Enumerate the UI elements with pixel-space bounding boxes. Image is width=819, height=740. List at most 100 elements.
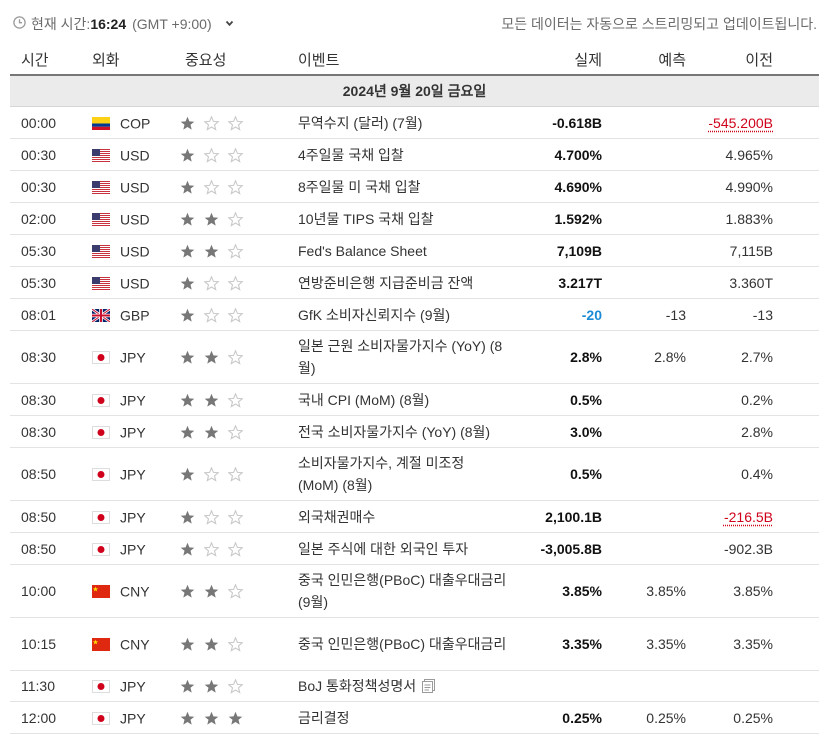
event-row[interactable]: 00:30 USD 4주일물 국채 입찰 4.700% 4.965% [10,138,819,171]
event-name[interactable]: 일본 근원 소비자물가지수 (YoY) (8월) [298,338,503,376]
column-header-time[interactable]: 시간 [10,44,92,76]
star-filled-icon [180,468,195,481]
event-row[interactable]: 08:30 JPY 전국 소비자물가지수 (YoY) (8월) 3.0% 2.8% [10,415,819,448]
document-icon[interactable] [422,679,436,693]
actual-cell: -3,005.8B [508,532,602,565]
event-row[interactable]: 08:50 JPY 소비자물가지수, 계절 미조정 (MoM) (8월) 0.5% 0.… [10,447,819,501]
event-name-cell[interactable]: 국내 CPI (MoM) (8월) [286,383,508,416]
previous-value: 4.965% [725,146,773,163]
event-name-cell[interactable]: 중국 인민은행(PBoC) 대출우대금리 (9월) [286,564,508,618]
event-row[interactable]: 00:00 COP 무역수지 (달러) (7월) -0.618B -545.200B [10,106,819,139]
event-name[interactable]: BoJ 통화정책성명서 [298,678,417,694]
event-row[interactable]: 08:50 JPY 일본 주식에 대한 외국인 투자 -3,005.8B -902.3B [10,532,819,565]
previous-cell [686,670,819,702]
event-name[interactable]: 전국 소비자물가지수 (YoY) (8월) [298,423,491,440]
event-row[interactable]: 00:30 USD 8주일물 미 국채 입찰 4.690% 4.990% [10,170,819,203]
previous-cell: 3.35% [686,617,819,671]
event-currency: USD [92,234,174,267]
actual-value: 4.690% [554,178,602,195]
event-row[interactable]: 02:00 USD 10년물 TIPS 국채 입찰 1.592% 1.883% [10,202,819,235]
event-name[interactable]: 외국채권매수 [298,508,376,525]
event-currency: JPY [92,383,174,416]
event-row[interactable]: 10:00 CNY 중국 인민은행(PBoC) 대출우대금리 (9월) 3.85% 3.… [10,564,819,618]
column-header-currency[interactable]: 외화 [92,44,174,76]
star-filled-icon [204,351,219,364]
column-header-actual[interactable]: 실제 [508,44,602,76]
event-row[interactable]: 08:01 GBP GfK 소비자신뢰지수 (9월) -20 -13 -13 [10,298,819,331]
star-empty-icon [228,392,243,408]
event-name[interactable]: GfK 소비자신뢰지수 (9월) [298,306,451,323]
event-name[interactable]: 소비자물가지수, 계절 미조정 (MoM) (8월) [298,455,465,493]
event-row[interactable]: 05:30 USD Fed's Balance Sheet 7,109B 7,115B [10,234,819,267]
event-name-cell[interactable]: 소비자물가지수, 계절 미조정 (MoM) (8월) [286,447,508,501]
event-name[interactable]: 연방준비은행 지급준비금 잔액 [298,274,474,291]
event-name-cell[interactable]: 금리결정 [286,701,508,734]
event-name[interactable]: 중국 인민은행(PBoC) 대출우대금리 [298,636,507,652]
previous-value: -545.200B [708,114,773,131]
event-name-cell[interactable]: 외국채권매수 [286,500,508,533]
date-row: 2024년 9월 20일 금요일 [10,75,819,107]
star-filled-icon [180,244,195,258]
event-name[interactable]: 금리결정 [298,709,350,726]
event-name-cell[interactable]: 무역수지 (달러) (7월) [286,106,508,139]
event-row[interactable]: 08:30 JPY 일본 근원 소비자물가지수 (YoY) (8월) 2.8% 2.8%… [10,330,819,384]
event-name-cell[interactable]: GfK 소비자신뢰지수 (9월) [286,298,508,331]
event-row[interactable]: 05:30 USD 연방준비은행 지급준비금 잔액 3.217T 3.360T [10,266,819,299]
actual-cell: -20 [508,298,602,331]
event-name[interactable]: 8주일물 미 국채 입찰 [298,178,421,195]
event-name-cell[interactable]: 전국 소비자물가지수 (YoY) (8월) [286,415,508,448]
event-name[interactable]: 4주일물 국채 입찰 [298,146,404,163]
event-currency: JPY [92,415,174,448]
chevron-down-icon[interactable] [225,19,234,28]
currency-code: JPY [120,509,146,526]
event-name[interactable]: 10년물 TIPS 국채 입찰 [298,210,434,227]
column-header-importance[interactable]: 중요성 [174,44,286,76]
column-header-event[interactable]: 이벤트 [286,44,508,76]
event-name[interactable]: 무역수지 (달러) (7월) [298,114,423,131]
actual-cell [508,670,602,702]
event-name-cell[interactable]: 4주일물 국채 입찰 [286,138,508,171]
timezone-selector[interactable]: (GMT +9:00) [132,16,212,32]
event-currency: CNY [92,564,174,618]
event-name-cell[interactable]: 10년물 TIPS 국채 입찰 [286,202,508,235]
table-header-row: 시간 외화 중요성 이벤트 실제 예측 이전 [10,44,819,76]
event-row[interactable]: 10:15 CNY 중국 인민은행(PBoC) 대출우대금리 3.35% 3.35% 3.… [10,617,819,671]
forecast-cell [602,202,686,235]
event-name-cell[interactable]: 연방준비은행 지급준비금 잔액 [286,266,508,299]
event-name-cell[interactable]: 일본 근원 소비자물가지수 (YoY) (8월) [286,330,508,384]
event-name[interactable]: Fed's Balance Sheet [298,242,427,259]
event-name[interactable]: 중국 인민은행(PBoC) 대출우대금리 (9월) [298,572,507,610]
previous-cell: 4.965% [686,138,819,171]
event-name[interactable]: 국내 CPI (MoM) (8월) [298,391,430,408]
event-row[interactable]: 11:30 JPY BoJ 통화정책성명서 [10,670,819,702]
top-bar: 현재 시간:16:24 (GMT +9:00) 모든 데이터는 자동으로 스트리밍… [0,0,819,38]
event-name-cell[interactable]: Fed's Balance Sheet [286,234,508,267]
currency-code: JPY [120,466,146,483]
importance-stars [174,202,286,235]
column-header-forecast[interactable]: 예측 [602,44,686,76]
event-row[interactable]: 08:30 JPY 국내 CPI (MoM) (8월) 0.5% 0.2% [10,383,819,416]
forecast-value: 3.85% [646,583,686,599]
event-name-cell[interactable]: 8주일물 미 국채 입찰 [286,170,508,203]
us-flag-icon [92,276,110,290]
previous-value: 2.8% [741,423,773,440]
forecast-cell [602,500,686,533]
event-name[interactable]: 일본 주식에 대한 외국인 투자 [298,540,469,557]
column-header-previous[interactable]: 이전 [686,44,819,76]
forecast-cell: 3.85% [602,564,686,618]
star-filled-icon [204,425,219,439]
event-name-cell[interactable]: BoJ 통화정책성명서 [286,670,508,702]
event-name-cell[interactable]: 일본 주식에 대한 외국인 투자 [286,532,508,565]
forecast-cell [602,415,686,448]
star-filled-icon [180,510,195,524]
event-currency: GBP [92,298,174,331]
event-name-cell[interactable]: 중국 인민은행(PBoC) 대출우대금리 [286,617,508,671]
event-row[interactable]: 08:50 JPY 외국채권매수 2,100.1B -216.5B [10,500,819,533]
currency-code: JPY [120,541,146,558]
current-time-value: 16:24 [90,16,127,32]
forecast-cell [602,670,686,702]
star-filled-icon [204,585,219,598]
event-row[interactable]: 12:00 JPY 금리결정 0.25% 0.25% 0.25% [10,701,819,734]
actual-value: 2.8% [570,349,602,365]
star-empty-icon [228,147,243,163]
